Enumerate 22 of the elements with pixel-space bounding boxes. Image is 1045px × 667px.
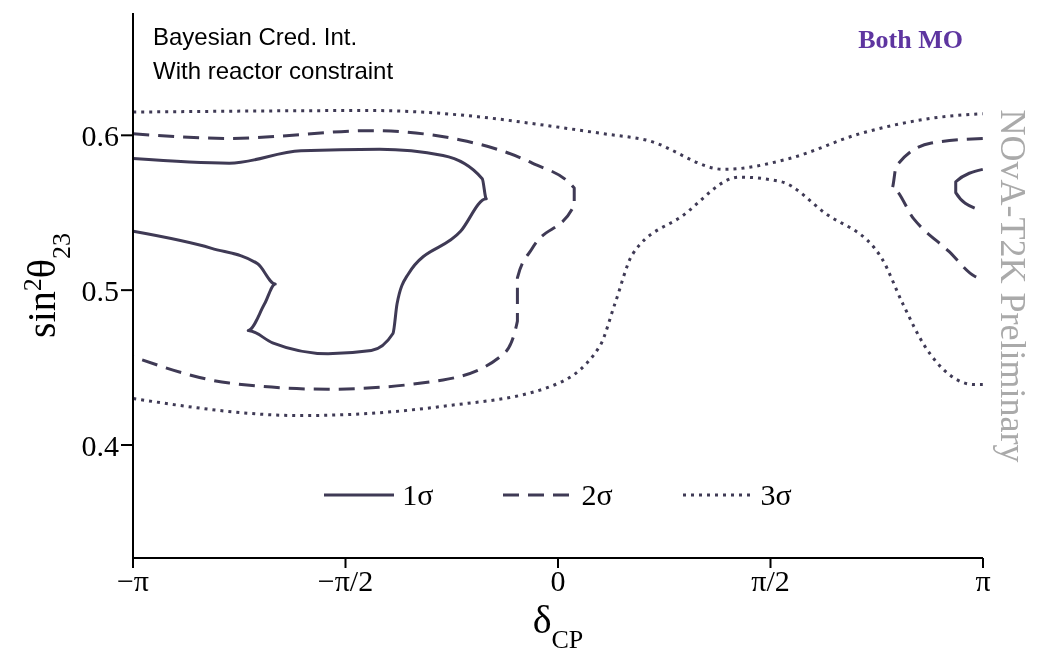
line-series [133, 175, 983, 418]
y-tick-label: 0.4 [81, 428, 119, 462]
annotation: Both MO [858, 25, 963, 55]
line-series [133, 129, 576, 391]
line-series [133, 109, 983, 171]
x-axis-title: δ$_{CP}$ [532, 597, 584, 654]
legend-label: 1σ [402, 478, 434, 512]
x-tick-label: −π/2 [317, 564, 374, 598]
line-series [133, 147, 488, 356]
x-tick-label: 0 [550, 564, 566, 598]
annotation: With reactor constraint [153, 57, 394, 85]
legend-label: 3σ [760, 478, 792, 512]
annotation: Bayesian Cred. Int. [153, 23, 358, 51]
x-tick-label: π/2 [751, 564, 790, 598]
x-tick-label: π [975, 564, 991, 598]
text: NOvA-T2K Preliminary [992, 109, 1034, 462]
y-tick-label: 0.5 [81, 273, 119, 307]
legend-label: 2σ [581, 478, 613, 512]
line-series [890, 136, 983, 281]
x-tick-label: −π [116, 564, 150, 598]
y-tick-label: 0.6 [81, 118, 119, 152]
line-series [954, 167, 983, 210]
